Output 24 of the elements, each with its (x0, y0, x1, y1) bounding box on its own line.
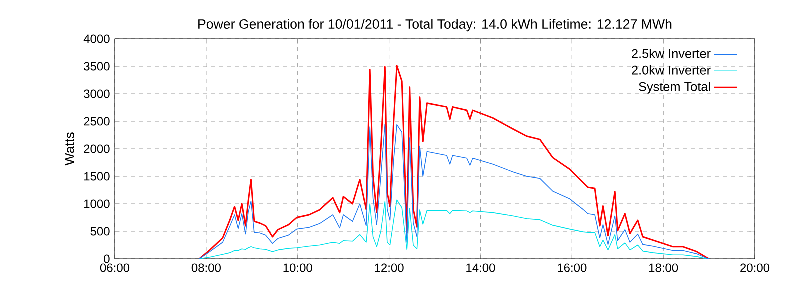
y-tick-label: 0 (104, 254, 110, 264)
y-tick-label: 3000 (84, 90, 110, 98)
y-tick-label: 3500 (84, 62, 110, 71)
x-tick-label: 16:00 (558, 264, 587, 272)
y-tick-label: 1500 (84, 172, 110, 181)
x-tick-label: 10:00 (284, 264, 312, 272)
y-tick-label: 2000 (84, 144, 110, 154)
line-series (199, 124, 710, 259)
line-series (198, 65, 710, 259)
y-axis-title: Watts (65, 132, 74, 166)
y-tick-label: 500 (90, 227, 110, 236)
x-tick-label: 08:00 (192, 264, 221, 272)
x-tick-label: 20:00 (740, 264, 770, 272)
chart-title: Power Generation for 10/01/2011 - Total Today: 14.0 kWh Lifetime: 12.127 MWh (198, 19, 672, 32)
x-tick-label: 06:00 (100, 264, 130, 272)
y-tick-label: 1000 (84, 200, 110, 208)
x-tick-label: 12:00 (375, 264, 404, 272)
legend-label: System Total (639, 82, 710, 94)
y-tick-label: 4000 (84, 34, 110, 44)
x-tick-label: 18:00 (649, 264, 678, 272)
legend-label: 2.5kw Inverter (632, 49, 711, 58)
legend-label: 2.0kw Inverter (632, 66, 711, 75)
x-tick-label: 14:00 (466, 264, 496, 272)
y-tick-label: 2500 (84, 117, 110, 126)
